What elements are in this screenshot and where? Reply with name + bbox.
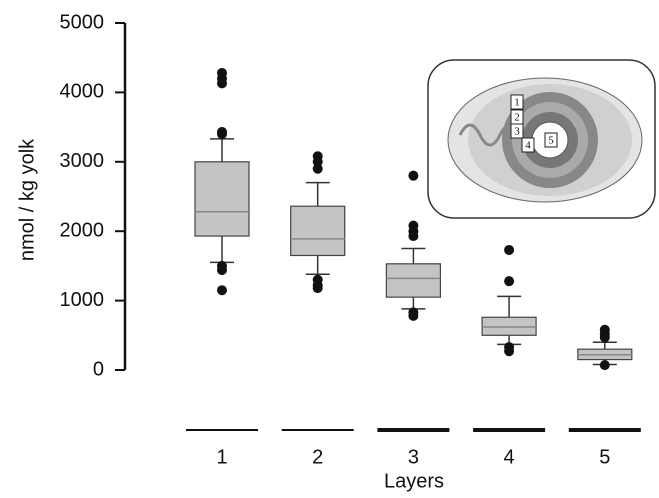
inset-label: 2 [514, 112, 520, 124]
outlier [217, 265, 227, 276]
x-tick-label: 4 [504, 446, 515, 468]
inset-label-box [521, 137, 535, 153]
outlier [312, 283, 323, 294]
inset [427, 59, 656, 219]
outlier [217, 78, 227, 89]
y-tick-label: 3000 [60, 150, 105, 172]
box [194, 161, 250, 237]
y-tick-label: 4000 [60, 81, 105, 103]
y-tick-label: 5000 [60, 11, 105, 33]
y-tick-label: 0 [93, 358, 104, 380]
y-tick-label: 1000 [60, 289, 105, 311]
x-tick-label: 5 [599, 446, 610, 468]
inset-label: 3 [514, 126, 520, 138]
inset-label-box [510, 94, 524, 110]
outlier [504, 244, 515, 255]
inset-label: 1 [514, 97, 520, 109]
y-axis-label: nmol / kg yolk [16, 138, 38, 261]
outlier [599, 360, 610, 371]
outlier [599, 332, 610, 343]
inset-label-box [510, 123, 524, 139]
box [290, 205, 346, 257]
y-tick-label: 2000 [60, 219, 105, 241]
inset-label: 5 [548, 135, 554, 147]
outlier [408, 310, 419, 321]
outlier [408, 231, 419, 242]
outlier [504, 276, 515, 287]
outlier [408, 170, 419, 181]
inset-label: 4 [525, 140, 531, 152]
x-tick-label: 3 [408, 446, 419, 468]
x-axis-label: Layers [384, 470, 444, 492]
outlier [504, 346, 515, 357]
outlier [312, 163, 323, 174]
outlier [217, 285, 227, 296]
x-tick-label: 2 [312, 446, 323, 468]
outlier [217, 129, 227, 140]
x-tick-label: 1 [216, 446, 227, 468]
inset-label-box [544, 132, 558, 148]
box [385, 263, 441, 298]
outlier [312, 156, 323, 167]
